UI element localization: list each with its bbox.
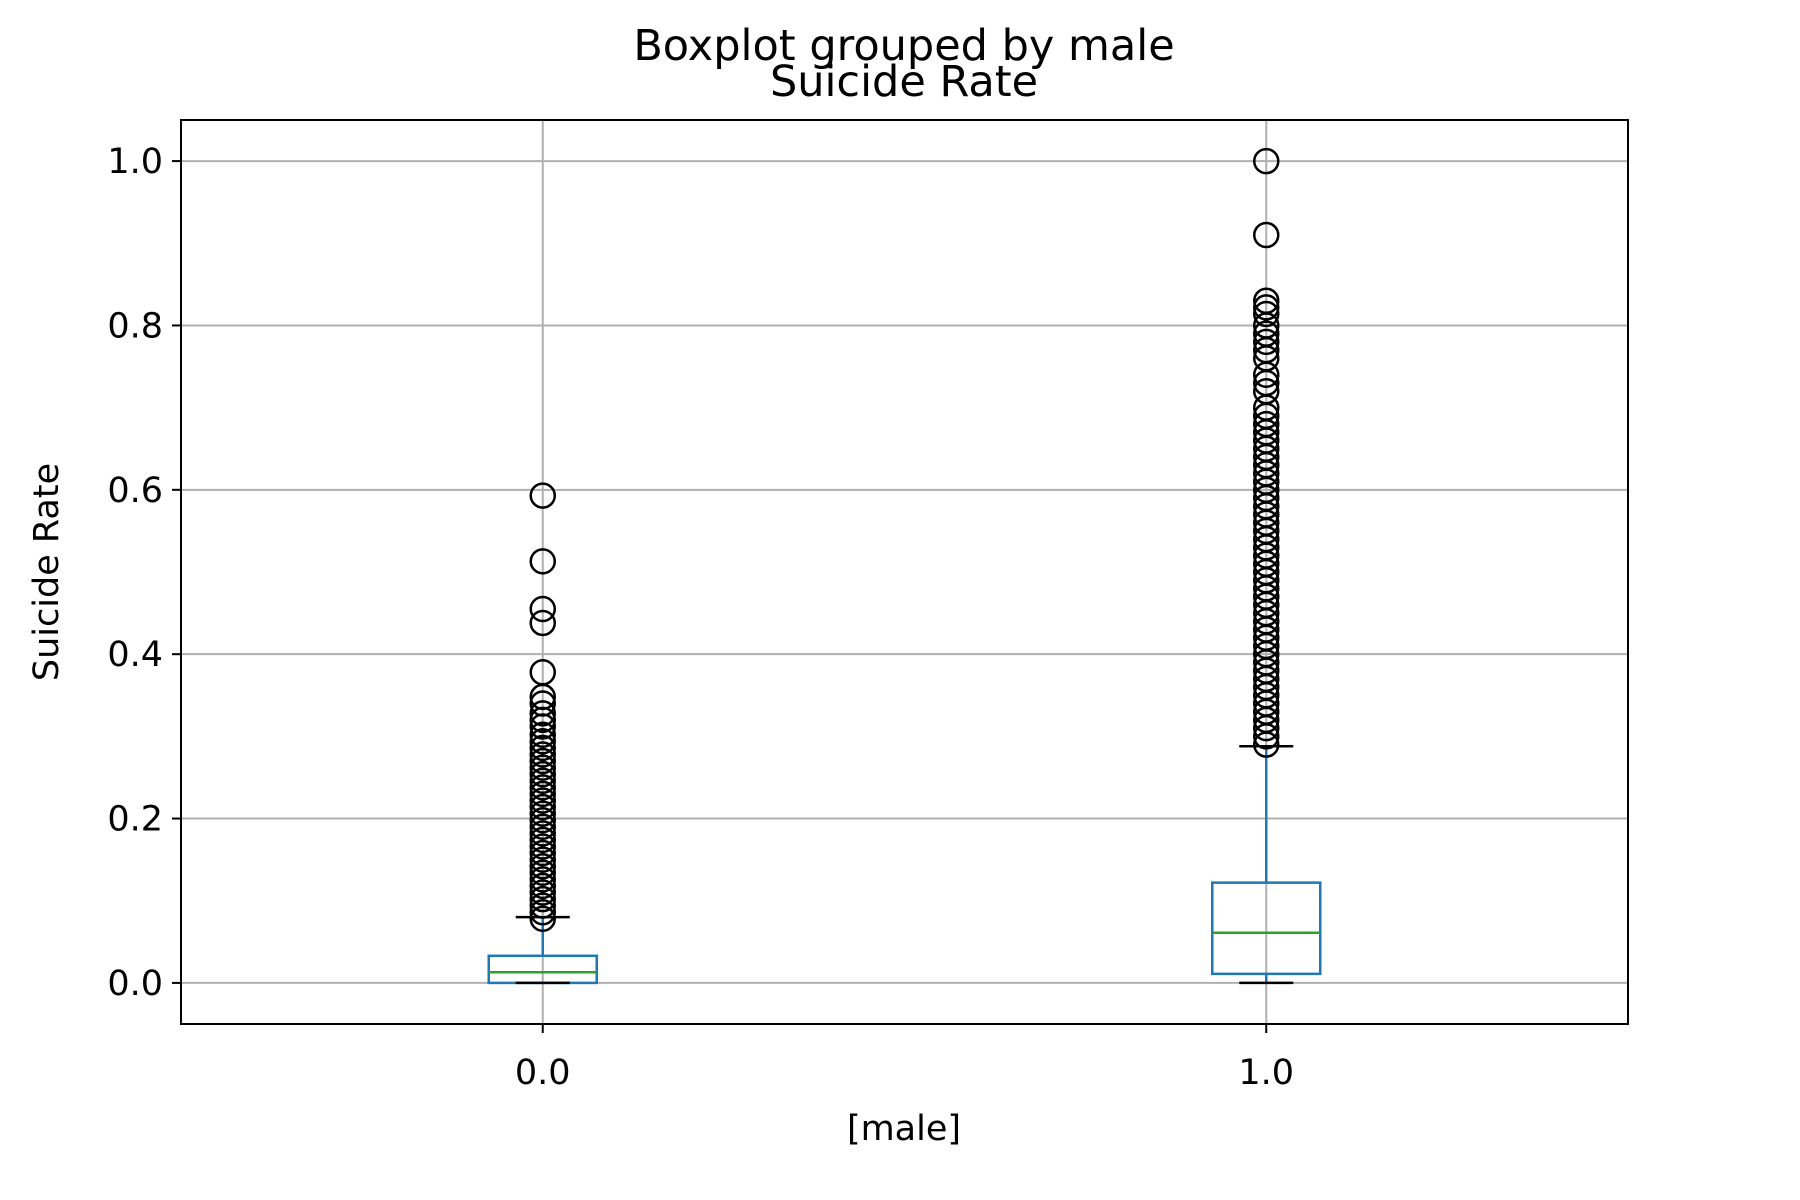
- y-tick-label: 0.2: [107, 800, 163, 840]
- y-axis-ticks: 0.0 0.2 0.4 0.6 0.8 1.0: [107, 142, 181, 1004]
- outlier-point: [529, 800, 556, 827]
- outlier-point: [529, 713, 556, 740]
- outlier-point: [529, 839, 556, 867]
- outlier-point: [529, 767, 556, 794]
- outlier-point: [529, 482, 556, 509]
- y-tick-label: 0.8: [107, 306, 163, 346]
- outlier-point: [529, 852, 556, 880]
- outlier-point: [529, 820, 556, 847]
- box-layer: [487, 147, 1322, 985]
- outlier-point: [529, 813, 556, 841]
- y-tick-label: 0.4: [107, 635, 163, 675]
- outlier-point: [529, 728, 556, 755]
- outlier-point: [529, 885, 556, 913]
- outlier-point: [1253, 361, 1280, 389]
- outlier-point: [1253, 328, 1280, 356]
- outlier-point: [529, 734, 556, 762]
- outlier-point: [529, 754, 556, 781]
- outlier-point: [1253, 714, 1280, 742]
- x-axis-ticks: 0.0 1.0: [515, 1024, 1294, 1093]
- outlier-point: [529, 760, 556, 788]
- box-group: [487, 482, 598, 985]
- outlier-point: [529, 879, 556, 906]
- x-tick-label: 1.0: [1238, 1053, 1294, 1093]
- x-tick-label: 0.0: [515, 1053, 571, 1093]
- x-axis-label: [male]: [847, 1109, 961, 1149]
- outlier-point: [529, 793, 556, 821]
- outlier-point: [1253, 731, 1280, 758]
- outlier-point: [529, 892, 556, 919]
- axes-frame: [180, 119, 1629, 1025]
- outlier-point: [1253, 723, 1280, 750]
- outlier-point: [529, 741, 556, 768]
- outlier-point: [529, 846, 556, 873]
- outlier-point: [529, 747, 556, 775]
- outlier-point: [529, 609, 556, 637]
- outlier-point: [529, 833, 556, 860]
- outlier-point: [1253, 221, 1280, 249]
- outlier-point: [1253, 300, 1280, 328]
- y-tick-label: 1.0: [107, 142, 163, 182]
- chart-title: Suicide Rate: [770, 57, 1038, 107]
- y-tick-label: 0.6: [107, 471, 163, 511]
- y-axis-label: Suicide Rate: [27, 463, 67, 681]
- outlier-point: [529, 548, 556, 575]
- y-tick-label: 0.0: [107, 964, 163, 1004]
- grid: [181, 120, 1628, 1024]
- outlier-point: [529, 866, 556, 893]
- outlier-point: [529, 706, 556, 734]
- outlier-point: [529, 700, 556, 727]
- outlier-point: [529, 787, 556, 814]
- outlier-point: [1253, 147, 1280, 175]
- outlier-point: [529, 872, 556, 900]
- outlier-point: [529, 595, 556, 623]
- outlier-point: [1253, 294, 1280, 321]
- outlier-point: [529, 774, 556, 801]
- outlier-point: [529, 780, 556, 808]
- outlier-point: [529, 721, 556, 748]
- outlier-point: [529, 898, 556, 926]
- outlier-point: [529, 826, 556, 854]
- chart-suptitle: Boxplot grouped by male: [633, 21, 1174, 71]
- outlier-point: [529, 859, 556, 887]
- outlier-point: [529, 806, 556, 834]
- outlier-point: [529, 905, 556, 933]
- box-group: [1211, 147, 1322, 985]
